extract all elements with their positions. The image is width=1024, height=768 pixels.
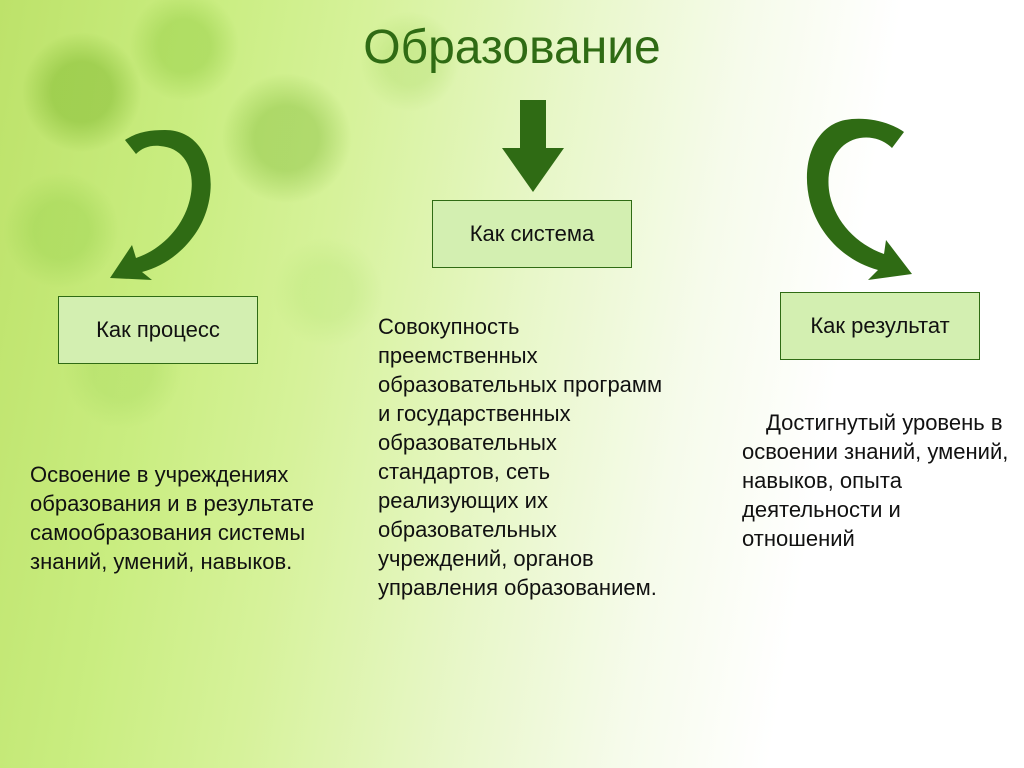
box-system-label: Как система — [470, 221, 595, 247]
desc-process: Освоение в учреждениях образования и в р… — [30, 460, 330, 576]
slide-canvas: Образование Как процесс Как система Как … — [0, 0, 1024, 768]
page-title: Образование — [0, 20, 1024, 75]
box-result: Как результат — [780, 292, 980, 360]
box-process-label: Как процесс — [96, 317, 220, 343]
desc-result: Достигнутый уровень в освоении знаний, у… — [742, 408, 1012, 553]
box-system: Как система — [432, 200, 632, 268]
curved-arrow-left-icon — [70, 120, 220, 290]
box-result-label: Как результат — [810, 313, 949, 339]
curved-arrow-right-icon — [800, 112, 960, 287]
desc-system: Совокупность преемственных образовательн… — [378, 312, 678, 602]
down-arrow-icon — [498, 100, 568, 195]
box-process: Как процесс — [58, 296, 258, 364]
